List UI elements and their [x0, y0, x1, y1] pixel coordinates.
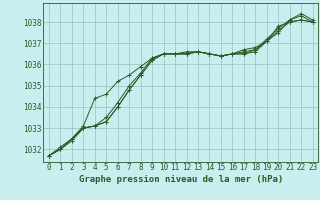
X-axis label: Graphe pression niveau de la mer (hPa): Graphe pression niveau de la mer (hPa) — [79, 175, 283, 184]
